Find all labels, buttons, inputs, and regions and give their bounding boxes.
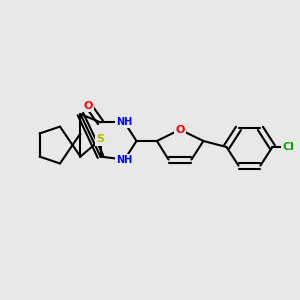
Text: O: O [84, 100, 93, 111]
Text: NH: NH [116, 154, 133, 165]
Text: S: S [97, 134, 104, 145]
Text: O: O [175, 124, 185, 135]
Text: NH: NH [116, 117, 133, 128]
Text: Cl: Cl [282, 142, 294, 152]
